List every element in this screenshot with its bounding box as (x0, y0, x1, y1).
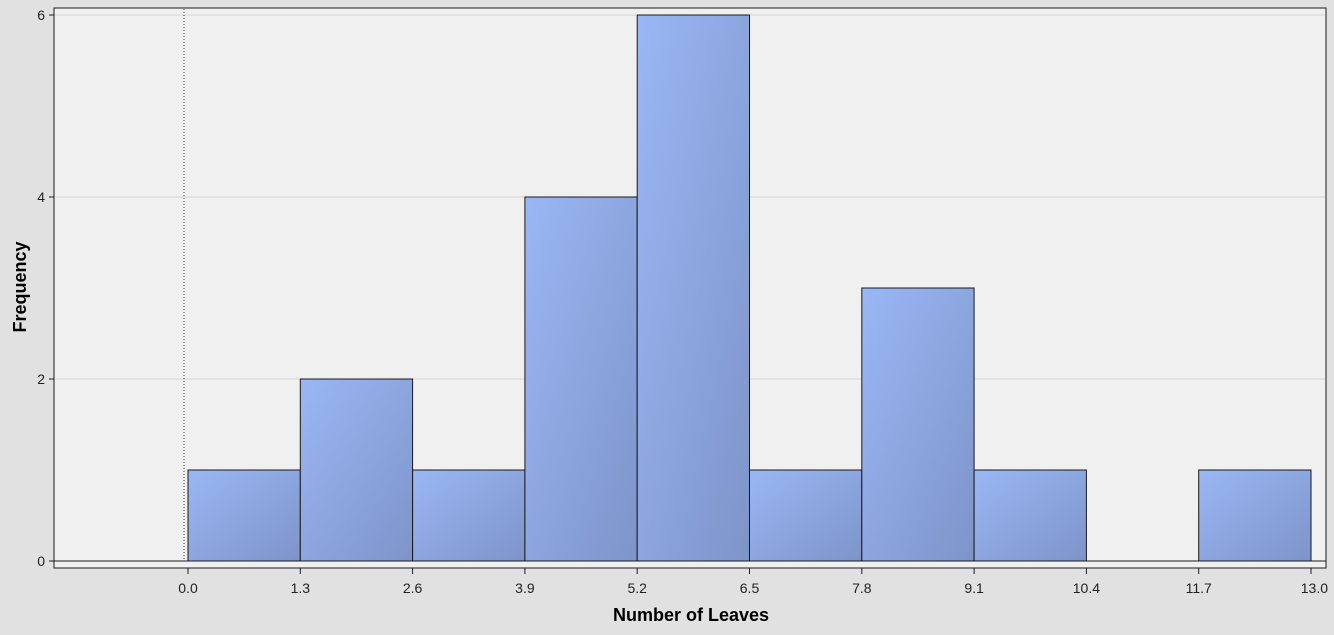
x-tick-label: 13.0 (1301, 580, 1328, 596)
x-tick-label: 3.9 (515, 580, 535, 596)
x-tick-label: 9.1 (964, 580, 984, 596)
histogram-bar (412, 469, 526, 562)
histogram-bar (749, 469, 863, 562)
x-tick-label: 1.3 (291, 580, 311, 596)
bars (187, 14, 1312, 562)
y-tick-label: 2 (37, 371, 45, 387)
y-axis-title: Frequency (10, 241, 30, 332)
x-tick-label: 11.7 (1186, 580, 1212, 596)
x-tick-label: 10.4 (1073, 580, 1100, 596)
x-axis-title: Number of Leaves (613, 605, 769, 625)
x-tick-label: 0.0 (178, 580, 198, 596)
histogram-bar (973, 469, 1087, 562)
histogram-bar (1198, 469, 1312, 562)
y-tick-label: 6 (37, 7, 45, 23)
y-tick-label: 0 (37, 553, 45, 569)
histogram-bar (861, 287, 975, 562)
histogram-bar (636, 14, 751, 562)
histogram-bar (524, 196, 638, 562)
x-tick-label: 5.2 (627, 580, 647, 596)
x-axis: 0.0 1.3 2.6 3.9 5.2 6.5 7.8 9.1 10.4 11.7 13.0 (178, 568, 1328, 596)
y-tick-label: 4 (37, 189, 45, 205)
x-tick-label: 6.5 (740, 580, 760, 596)
x-tick-label: 2.6 (403, 580, 423, 596)
histogram-bar (187, 469, 301, 562)
y-axis: 0 2 4 6 (37, 7, 54, 569)
histogram-bar (299, 378, 414, 562)
x-tick-label: 7.8 (852, 580, 872, 596)
